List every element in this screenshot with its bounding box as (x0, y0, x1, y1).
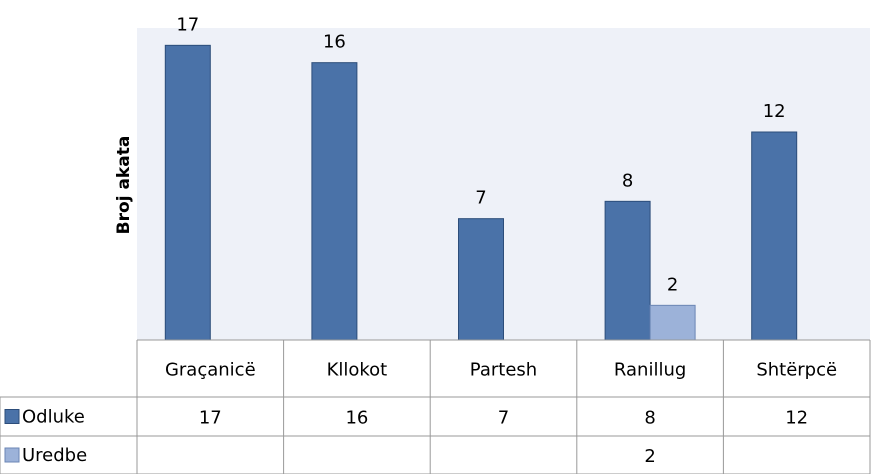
bar (164, 44, 211, 341)
table-cell: 12 (785, 408, 808, 429)
y-axis-label: Broj akata (114, 136, 134, 235)
data-label: 8 (622, 170, 633, 191)
data-label: 7 (475, 188, 486, 209)
data-label: 2 (667, 274, 678, 295)
bar (458, 218, 504, 341)
bar (649, 304, 696, 341)
table-cell: 17 (199, 408, 222, 429)
bar (751, 131, 798, 341)
x-tick-label: Partesh (470, 360, 537, 381)
legend-label: Odluke (22, 407, 85, 428)
table-cell: 16 (345, 408, 368, 429)
x-tick-label: Graçanicë (165, 360, 256, 381)
x-tick-label: Shtërpcë (756, 360, 837, 381)
table-cell: 2 (644, 446, 655, 467)
data-label: 12 (763, 101, 786, 122)
table-cell: 7 (498, 408, 509, 429)
legend-swatch (4, 447, 20, 463)
x-tick-label: Ranillug (614, 360, 686, 381)
data-label: 17 (176, 14, 199, 35)
x-tick-label: Kllokot (327, 360, 388, 381)
table-cell: 8 (644, 408, 655, 429)
bar (311, 62, 358, 341)
bar (604, 200, 651, 341)
data-label: 16 (323, 32, 346, 53)
legend-label: Uredbe (22, 445, 87, 466)
legend-swatch (4, 409, 20, 424)
